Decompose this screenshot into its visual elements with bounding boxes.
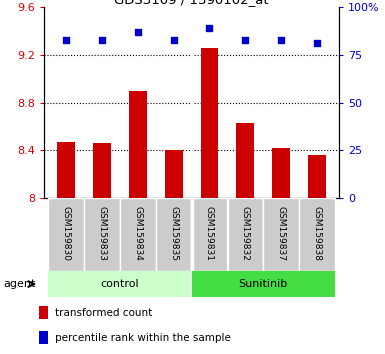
Point bbox=[99, 37, 105, 42]
Text: percentile rank within the sample: percentile rank within the sample bbox=[55, 332, 231, 343]
Bar bbox=[300, 198, 335, 271]
Text: GSM159833: GSM159833 bbox=[97, 206, 106, 261]
Bar bbox=[228, 198, 263, 271]
Text: transformed count: transformed count bbox=[55, 308, 153, 318]
Text: GSM159838: GSM159838 bbox=[313, 206, 322, 261]
Bar bbox=[84, 198, 120, 271]
Bar bbox=[272, 148, 290, 198]
Point bbox=[63, 37, 69, 42]
Bar bbox=[236, 123, 254, 198]
Bar bbox=[192, 271, 335, 297]
Bar bbox=[48, 271, 191, 297]
Bar bbox=[156, 198, 191, 271]
Point bbox=[206, 25, 213, 31]
Bar bbox=[38, 331, 48, 344]
Point bbox=[278, 37, 285, 42]
Bar bbox=[57, 142, 75, 198]
Text: GSM159832: GSM159832 bbox=[241, 206, 250, 261]
Text: GSM159831: GSM159831 bbox=[205, 206, 214, 261]
Bar bbox=[165, 150, 182, 198]
Bar bbox=[263, 198, 299, 271]
Text: GSM159835: GSM159835 bbox=[169, 206, 178, 261]
Title: GDS3109 / 1390102_at: GDS3109 / 1390102_at bbox=[114, 0, 269, 6]
Point bbox=[242, 37, 248, 42]
Bar bbox=[38, 307, 48, 319]
Text: control: control bbox=[100, 279, 139, 289]
Point bbox=[314, 41, 320, 46]
Text: GSM159830: GSM159830 bbox=[61, 206, 70, 261]
Bar bbox=[93, 143, 111, 198]
Bar bbox=[120, 198, 156, 271]
Bar bbox=[129, 91, 147, 198]
Text: GSM159834: GSM159834 bbox=[133, 206, 142, 261]
Bar bbox=[48, 198, 84, 271]
Bar bbox=[308, 155, 326, 198]
Text: Sunitinib: Sunitinib bbox=[239, 279, 288, 289]
Text: agent: agent bbox=[3, 279, 36, 289]
Point bbox=[171, 37, 177, 42]
Point bbox=[135, 29, 141, 35]
Bar bbox=[201, 48, 218, 198]
Bar bbox=[192, 198, 228, 271]
Text: GSM159837: GSM159837 bbox=[277, 206, 286, 261]
